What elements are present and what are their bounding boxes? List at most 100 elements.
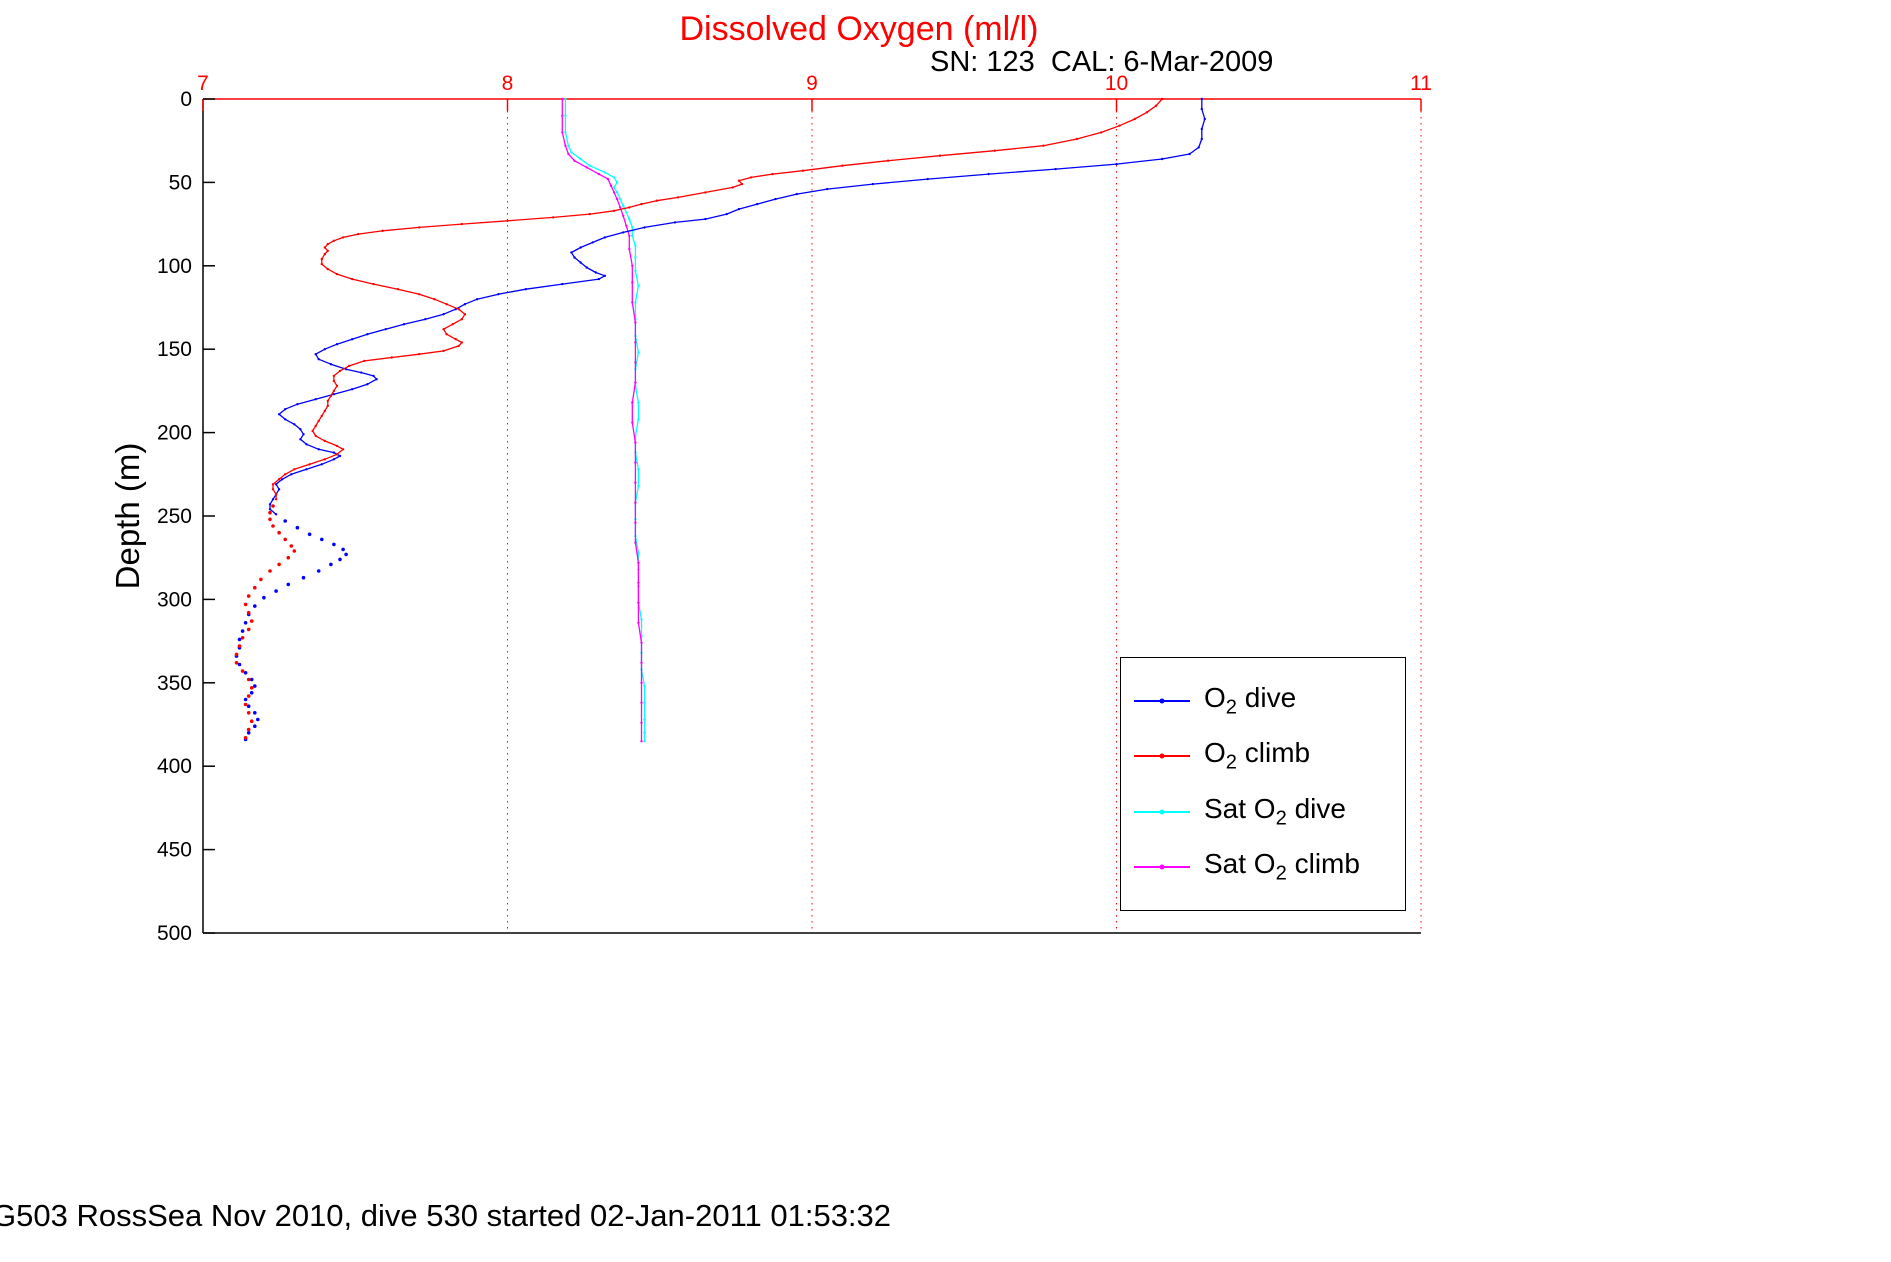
legend-label-sat-o2-dive: Sat O2 dive bbox=[1204, 792, 1346, 830]
series-dot-o2-climb bbox=[240, 669, 245, 673]
x-tick-label-9: 9 bbox=[806, 72, 818, 95]
y-tick-label-100: 100 bbox=[157, 255, 192, 278]
series-marker-sat-o2-climb bbox=[561, 131, 564, 134]
series-marker-o2-dive bbox=[573, 256, 576, 259]
series-marker-o2-dive bbox=[268, 503, 272, 506]
series-marker-sat-o2-dive bbox=[588, 164, 591, 167]
series-marker-o2-climb bbox=[628, 206, 631, 209]
series-marker-o2-climb bbox=[335, 272, 339, 276]
series-marker-sat-o2-climb bbox=[634, 441, 637, 444]
series-dot-o2-climb bbox=[268, 510, 272, 515]
series-marker-sat-o2-climb bbox=[561, 114, 564, 117]
series-marker-o2-climb bbox=[454, 338, 457, 341]
series-marker-o2-climb bbox=[323, 458, 326, 461]
series-marker-o2-climb bbox=[311, 429, 314, 433]
series-marker-sat-o2-climb bbox=[612, 191, 616, 194]
series-marker-o2-dive bbox=[384, 328, 387, 331]
series-marker-o2-climb bbox=[418, 353, 421, 356]
series-marker-o2-climb bbox=[1154, 104, 1158, 107]
series-marker-o2-climb bbox=[274, 493, 278, 496]
series-marker-o2-dive bbox=[424, 318, 427, 321]
series-dot-o2-climb bbox=[253, 585, 257, 590]
series-dot-o2-climb bbox=[243, 736, 248, 740]
series-marker-o2-dive bbox=[591, 241, 594, 244]
series-marker-sat-o2-dive bbox=[637, 284, 640, 287]
series-marker-sat-o2-dive bbox=[637, 418, 640, 421]
chart-title: Dissolved Oxygen (ml/l) bbox=[679, 10, 1039, 48]
series-marker-o2-climb bbox=[323, 439, 326, 443]
series-marker-sat-o2-climb bbox=[637, 601, 640, 604]
series-marker-sat-o2-climb bbox=[631, 401, 634, 404]
series-marker-o2-dive bbox=[366, 383, 369, 386]
series-marker-o2-climb bbox=[381, 229, 384, 232]
series-marker-o2-climb bbox=[460, 341, 463, 344]
series-dot-o2-climb bbox=[292, 549, 297, 553]
series-marker-o2-climb bbox=[274, 498, 278, 501]
series-marker-o2-dive bbox=[332, 458, 336, 461]
series-marker-sat-o2-dive bbox=[567, 144, 570, 147]
series-marker-o2-dive bbox=[284, 418, 287, 421]
series-dot-o2-climb bbox=[283, 537, 288, 542]
series-marker-sat-o2-climb bbox=[637, 581, 640, 584]
series-marker-o2-climb bbox=[357, 232, 360, 236]
series-marker-o2-climb bbox=[317, 419, 320, 423]
series-marker-sat-o2-dive bbox=[643, 684, 646, 688]
series-marker-o2-dive bbox=[299, 428, 302, 431]
series-dot-o2-climb bbox=[268, 517, 272, 522]
series-marker-o2-dive bbox=[926, 177, 929, 181]
series-marker-o2-dive bbox=[1200, 107, 1204, 111]
series-marker-o2-dive bbox=[1200, 137, 1204, 141]
series-dot-o2-dive bbox=[274, 589, 278, 593]
series-marker-o2-dive bbox=[366, 333, 369, 336]
series-marker-o2-climb bbox=[655, 199, 658, 202]
legend-label-o2-climb: O2 climb bbox=[1204, 737, 1311, 775]
series-marker-sat-o2-dive bbox=[634, 256, 637, 259]
series-marker-o2-dive bbox=[375, 378, 378, 381]
series-marker-o2-dive bbox=[1115, 162, 1118, 166]
y-axis-label: Depth (m) bbox=[109, 442, 146, 590]
series-marker-sat-o2-dive bbox=[625, 211, 628, 214]
legend-sample-marker bbox=[1159, 809, 1165, 815]
series-marker-o2-climb bbox=[993, 149, 996, 152]
series-marker-o2-dive bbox=[1200, 127, 1204, 131]
series-marker-o2-dive bbox=[585, 266, 588, 269]
series-marker-o2-dive bbox=[360, 371, 363, 374]
series-marker-o2-dive bbox=[305, 443, 308, 446]
series-dot-o2-dive bbox=[341, 547, 345, 552]
series-marker-o2-climb bbox=[326, 267, 329, 271]
series-dot-o2-climb bbox=[259, 577, 263, 582]
series-marker-sat-o2-dive bbox=[637, 401, 640, 404]
series-marker-o2-dive bbox=[524, 288, 527, 291]
series-dot-o2-dive bbox=[338, 557, 342, 562]
series-marker-o2-climb bbox=[326, 399, 329, 403]
y-tick-label-450: 450 bbox=[157, 839, 192, 862]
series-marker-o2-climb bbox=[704, 191, 707, 194]
series-dot-o2-dive bbox=[246, 704, 251, 708]
y-tick-label-350: 350 bbox=[157, 672, 192, 695]
series-dot-o2-climb bbox=[234, 652, 239, 657]
series-dot-o2-climb bbox=[246, 627, 251, 632]
series-marker-sat-o2-dive bbox=[612, 186, 616, 189]
x-tick-label-7: 7 bbox=[197, 72, 209, 95]
series-marker-sat-o2-climb bbox=[634, 481, 637, 484]
series-marker-o2-climb bbox=[938, 154, 942, 157]
series-marker-o2-dive bbox=[402, 323, 406, 326]
series-marker-o2-dive bbox=[271, 498, 275, 501]
series-marker-sat-o2-dive bbox=[637, 351, 640, 354]
series-marker-o2-climb bbox=[323, 246, 326, 249]
series-marker-o2-dive bbox=[561, 282, 564, 286]
series-marker-o2-climb bbox=[277, 478, 281, 481]
series-marker-o2-dive bbox=[281, 478, 284, 481]
series-dot-o2-dive bbox=[255, 717, 260, 722]
series-marker-o2-climb bbox=[737, 179, 741, 182]
legend-entry-sat-o2-dive: Sat O2 dive bbox=[1134, 793, 1405, 831]
series-marker-sat-o2-dive bbox=[634, 244, 637, 247]
series-dot-o2-climb bbox=[249, 619, 254, 623]
series-dot-o2-dive bbox=[262, 595, 266, 600]
series-marker-o2-dive bbox=[268, 508, 272, 511]
series-dot-o2-climb bbox=[243, 702, 248, 707]
series-dot-o2-climb bbox=[277, 562, 281, 567]
series-marker-o2-dive bbox=[1203, 117, 1207, 121]
series-dot-o2-climb bbox=[243, 602, 248, 607]
